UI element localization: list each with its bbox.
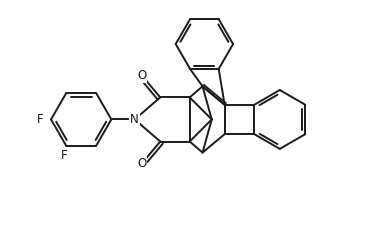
Text: N: N [130, 113, 139, 126]
Text: O: O [137, 69, 147, 82]
Text: F: F [37, 113, 43, 126]
Text: O: O [137, 157, 147, 170]
Text: F: F [61, 149, 68, 162]
